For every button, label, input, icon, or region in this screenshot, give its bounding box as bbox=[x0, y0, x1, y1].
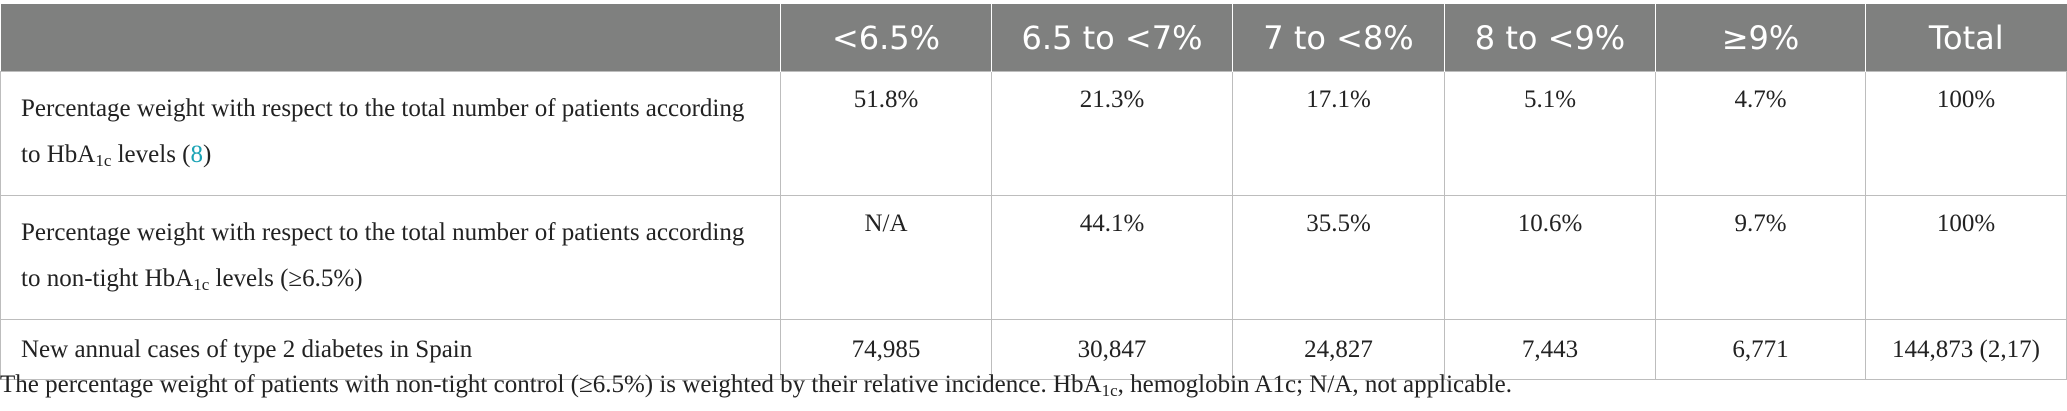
table-cell: 144,873 (2,17) bbox=[1865, 319, 2067, 380]
table-cell: 9.7% bbox=[1655, 195, 1866, 320]
subscript: 1c bbox=[95, 151, 112, 170]
header-cell-6-5-to-7: 6.5 to <7% bbox=[991, 4, 1233, 72]
header-cell-empty bbox=[0, 4, 781, 72]
row-label-text: levels (≥6.5%) bbox=[209, 265, 363, 292]
header-cell-gte-9: ≥9% bbox=[1655, 4, 1866, 72]
footnote-text: , hemoglobin A1c; N/A, not applicable. bbox=[1117, 371, 1512, 398]
table-cell: 44.1% bbox=[991, 195, 1233, 320]
row-label-text: Percentage weight with respect to the to… bbox=[21, 95, 745, 168]
row-label: Percentage weight with respect to the to… bbox=[0, 71, 781, 196]
table-cell: 7,443 bbox=[1444, 319, 1656, 380]
header-cell-total: Total bbox=[1865, 4, 2067, 72]
table-cell: 10.6% bbox=[1444, 195, 1656, 320]
table-row: New annual cases of type 2 diabetes in S… bbox=[0, 319, 2067, 380]
header-row: <6.5% 6.5 to <7% 7 to <8% 8 to <9% ≥9% T… bbox=[0, 4, 2067, 72]
header-cell-lt-6-5: <6.5% bbox=[780, 4, 992, 72]
footnote-text: The percentage weight of patients with n… bbox=[0, 371, 1102, 398]
subscript: 1c bbox=[1101, 381, 1118, 400]
table-cell: 5.1% bbox=[1444, 71, 1656, 196]
table-cell: 21.3% bbox=[991, 71, 1233, 196]
reference-link[interactable]: 8 bbox=[190, 141, 204, 168]
table-cell: 4.7% bbox=[1655, 71, 1866, 196]
row-label-text: Percentage weight with respect to the to… bbox=[21, 219, 745, 292]
header-cell-7-to-8: 7 to <8% bbox=[1232, 4, 1445, 72]
table-cell: 17.1% bbox=[1232, 71, 1445, 196]
table-row: Percentage weight with respect to the to… bbox=[0, 71, 2067, 196]
table-cell: 35.5% bbox=[1232, 195, 1445, 320]
table-cell: 6,771 bbox=[1655, 319, 1866, 380]
table-row: Percentage weight with respect to the to… bbox=[0, 195, 2067, 320]
table-cell: 100% bbox=[1865, 195, 2067, 320]
row-label: New annual cases of type 2 diabetes in S… bbox=[0, 319, 781, 380]
table-cell: 24,827 bbox=[1232, 319, 1445, 380]
table-cell: 51.8% bbox=[780, 71, 992, 196]
table-cell: N/A bbox=[780, 195, 992, 320]
table-cell: 30,847 bbox=[991, 319, 1233, 380]
subscript: 1c bbox=[193, 275, 210, 294]
row-label: Percentage weight with respect to the to… bbox=[0, 195, 781, 320]
row-label-text: levels ( bbox=[111, 141, 191, 168]
data-table: <6.5% 6.5 to <7% 7 to <8% 8 to <9% ≥9% T… bbox=[0, 4, 2067, 380]
row-label-text: ) bbox=[203, 141, 212, 168]
table-footnote: The percentage weight of patients with n… bbox=[0, 371, 2060, 399]
header-cell-8-to-9: 8 to <9% bbox=[1444, 4, 1656, 72]
table-cell: 100% bbox=[1865, 71, 2067, 196]
